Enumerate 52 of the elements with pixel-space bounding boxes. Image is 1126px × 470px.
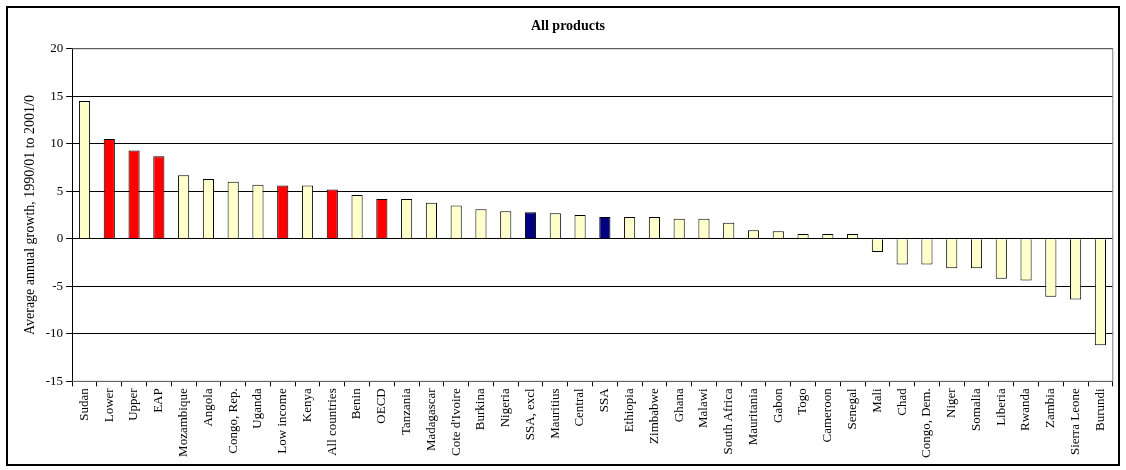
x-tick-label: Burundi [1091, 387, 1107, 431]
y-tick-label: -5 [52, 277, 64, 293]
x-tick-label: Kenya [298, 388, 314, 423]
x-tick-label: All countries [323, 388, 339, 456]
x-tick-label: EAP [150, 388, 166, 413]
x-tick-label: Sudan [75, 387, 91, 421]
x-tick-label: Chad [893, 387, 909, 416]
chart-title: All products [530, 18, 606, 34]
x-tick-label: Malawi [695, 387, 711, 429]
x-tick-label: Upper [125, 387, 141, 421]
x-tick-label: SSA, excl [521, 387, 537, 441]
x-tick-label: Burkina [472, 388, 488, 431]
x-tick-label: Benin [348, 387, 364, 420]
y-tick-label: 20 [50, 40, 64, 56]
x-tick-label: Somalia [967, 388, 983, 431]
x-tick-label: Mauritius [546, 388, 562, 439]
x-tick-label: Cameroon [819, 387, 835, 443]
x-tick-label: Liberia [992, 388, 1008, 426]
x-tick-label: Niger [943, 387, 959, 418]
x-tick-label: Congo, Dem. [918, 388, 934, 459]
x-tick-label: Nigeria [497, 388, 513, 428]
x-tick-label: Lower [100, 387, 116, 423]
y-tick-label: 10 [50, 135, 64, 151]
x-tick-label: Sierra Leone [1067, 388, 1083, 456]
x-tick-label: Mali [868, 387, 884, 413]
y-tick-label: 15 [50, 87, 64, 103]
y-tick-label: -10 [45, 325, 64, 341]
y-axis-title: Average annual growth, 1990/01 to 2001/0 [22, 95, 38, 336]
x-tick-label: Central [571, 387, 587, 427]
x-tick-label: Ethiopia [621, 388, 637, 433]
y-tick-label: -15 [45, 372, 64, 388]
x-tick-label: Rwanda [1017, 388, 1033, 431]
x-tick-label: Uganda [249, 388, 265, 429]
x-tick-label: Mauritania [744, 388, 760, 446]
x-tick-label: South Africa [720, 388, 736, 455]
x-tick-label: Mozambique [175, 388, 191, 457]
y-tick-label: 0 [56, 230, 64, 246]
x-tick-label: Ghana [670, 388, 686, 423]
x-tick-label: Zimbabwe [645, 388, 661, 444]
x-tick-label: Zambia [1042, 388, 1058, 429]
x-tick-label: Cote d'Ivoire [447, 388, 463, 456]
x-tick-label: Gabon [769, 387, 785, 423]
y-tick-label: 5 [56, 182, 64, 198]
x-tick-label: Senegal [844, 387, 860, 430]
x-tick-label: OECD [373, 388, 389, 424]
x-tick-label: Togo [794, 388, 810, 415]
x-tick-label: Tanzania [398, 388, 414, 436]
x-tick-label: Madagascar [422, 387, 438, 452]
x-tick-label: Angola [199, 388, 215, 427]
x-tick-label: Congo, Rep. [224, 388, 240, 454]
x-tick-label: Low income [274, 388, 290, 454]
x-tick-label: SSA [596, 387, 612, 413]
